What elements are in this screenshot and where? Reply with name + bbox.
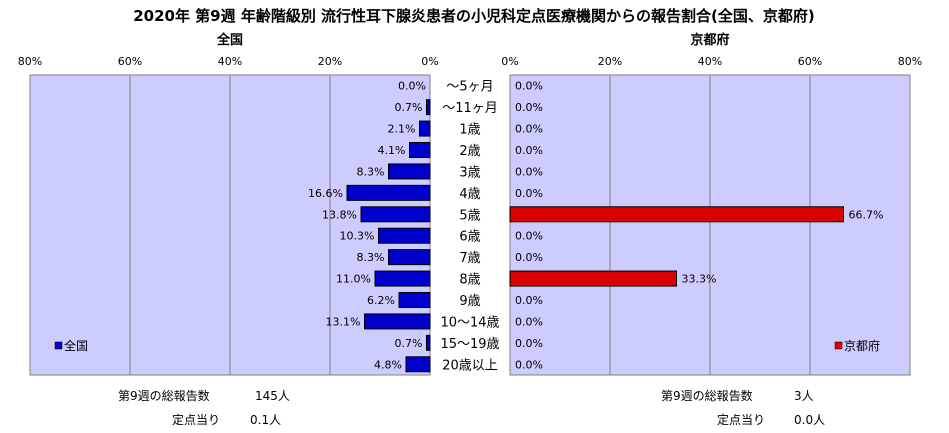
right-x-tick-label: 0%	[501, 55, 518, 68]
left-bar	[419, 120, 431, 137]
right-panel: 0% 20% 40% 60% 80% 0.0% 0.0% 0.0% 0.0% 0.0% 0.0% 66…	[501, 55, 922, 376]
kyoto-total-label: 第9週の総報告数	[661, 389, 753, 403]
category-label: 5歳	[459, 208, 480, 223]
right-data-label: 0.0%	[515, 337, 543, 350]
right-data-label: 0.0%	[515, 358, 543, 371]
left-bar	[374, 270, 431, 287]
left-data-label: 16.6%	[308, 187, 343, 200]
right-bar	[509, 206, 844, 223]
left-data-label: 2.1%	[388, 123, 416, 136]
category-label: 3歳	[459, 165, 480, 180]
chart-title: 2020年 第9週 年齢階級別 流行性耳下腺炎患者の小児科定点医療機関からの報告…	[133, 7, 815, 25]
right-data-label: 0.0%	[515, 251, 543, 264]
category-label: 4歳	[459, 187, 480, 202]
left-bar	[426, 99, 431, 116]
left-data-label: 13.1%	[326, 315, 361, 328]
right-x-tick-label: 20%	[598, 55, 622, 68]
right-data-label: 0.0%	[515, 230, 543, 243]
left-data-label: 8.3%	[357, 165, 385, 178]
left-bar	[409, 142, 431, 158]
category-label: 1歳	[459, 123, 480, 138]
left-bar	[426, 334, 431, 351]
right-data-label: 0.0%	[515, 80, 543, 93]
national-total-value: 145人	[255, 389, 290, 403]
category-labels: 〜5ヶ月〜11ヶ月 1歳 2歳 3歳 4歳 5歳 6歳 7歳 8歳 9歳 10〜14歳 15〜19歳 2…	[440, 80, 499, 374]
category-label: 〜11ヶ月	[442, 101, 498, 116]
kyoto-total-value: 3人	[794, 389, 814, 403]
right-data-label: 0.0%	[515, 101, 543, 114]
left-bar	[388, 163, 431, 180]
right-x-tick-label: 60%	[798, 55, 822, 68]
category-label: 〜5ヶ月	[446, 80, 493, 95]
left-data-label: 4.8%	[374, 358, 402, 371]
left-data-label: 13.8%	[322, 208, 357, 221]
left-panel: 80% 60% 40% 20% 0% 0.0% 0.7% 2.1% 4.1% 8.3% 16.6% 1…	[18, 55, 439, 376]
left-bar	[378, 227, 431, 244]
left-x-tick-label: 80%	[18, 55, 42, 68]
left-data-label: 0.0%	[398, 80, 426, 93]
national-per-label: 定点当り	[172, 413, 221, 427]
right-data-label: 0.0%	[515, 294, 543, 307]
right-legend-label: 京都府	[844, 338, 880, 353]
right-data-label: 33.3%	[682, 273, 717, 286]
right-data-label: 0.0%	[515, 315, 543, 328]
left-data-label: 0.7%	[395, 337, 423, 350]
category-label: 15〜19歳	[440, 337, 499, 352]
left-data-label: 11.0%	[336, 273, 371, 286]
right-data-label: 0.0%	[515, 165, 543, 178]
left-bar	[398, 292, 431, 308]
right-legend-swatch	[834, 341, 843, 350]
left-x-tick-label: 20%	[318, 55, 342, 68]
category-label: 10〜14歳	[440, 315, 499, 330]
left-x-tick-label: 60%	[118, 55, 142, 68]
left-panel-title: 全国	[216, 32, 243, 48]
category-label: 9歳	[459, 294, 480, 309]
kyoto-per-label: 定点当り	[717, 413, 766, 427]
kyoto-per-value: 0.0人	[794, 413, 826, 427]
category-label: 2歳	[459, 144, 480, 159]
left-bar	[364, 313, 431, 330]
right-data-label: 0.0%	[515, 123, 543, 136]
right-data-label: 66.7%	[849, 208, 884, 221]
left-legend-label: 全国	[64, 338, 88, 353]
category-label: 7歳	[459, 251, 480, 266]
left-data-label: 8.3%	[357, 251, 385, 264]
left-x-tick-label: 40%	[218, 55, 242, 68]
category-label: 20歳以上	[442, 358, 498, 373]
right-bar	[509, 270, 677, 287]
left-bar	[388, 249, 431, 266]
left-data-label: 6.2%	[367, 294, 395, 307]
right-data-label: 0.0%	[515, 187, 543, 200]
category-label: 8歳	[459, 273, 480, 288]
left-bar	[346, 184, 431, 201]
left-data-label: 10.3%	[340, 230, 375, 243]
left-x-tick-label: 0%	[421, 55, 438, 68]
category-label: 6歳	[459, 230, 480, 245]
right-x-tick-label: 80%	[898, 55, 922, 68]
left-bar	[405, 356, 431, 373]
left-legend-swatch	[54, 341, 63, 350]
right-panel-title: 京都府	[690, 32, 729, 48]
national-total-label: 第9週の総報告数	[118, 389, 210, 403]
left-data-label: 0.7%	[395, 101, 423, 114]
right-data-label: 0.0%	[515, 144, 543, 157]
national-per-value: 0.1人	[250, 413, 282, 427]
right-x-tick-label: 40%	[698, 55, 722, 68]
left-bar	[360, 206, 431, 223]
left-data-label: 4.1%	[378, 144, 406, 157]
